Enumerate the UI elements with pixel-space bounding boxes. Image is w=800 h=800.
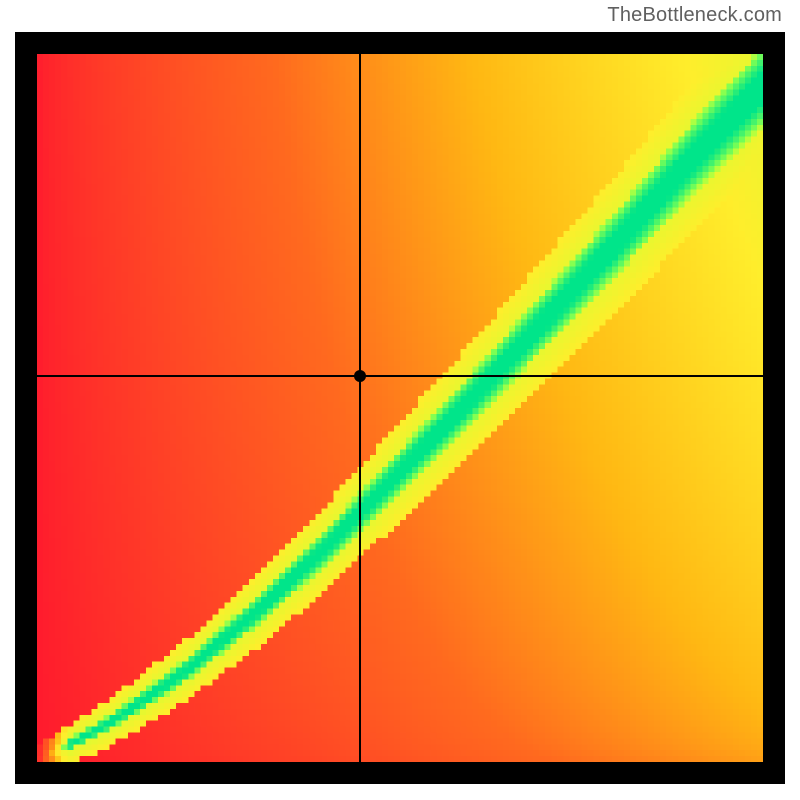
- heatmap-canvas: [37, 54, 763, 762]
- watermark-text: TheBottleneck.com: [607, 4, 782, 27]
- crosshair-vertical: [359, 54, 361, 762]
- crosshair-horizontal: [37, 375, 763, 377]
- chart-container: TheBottleneck.com: [0, 0, 800, 800]
